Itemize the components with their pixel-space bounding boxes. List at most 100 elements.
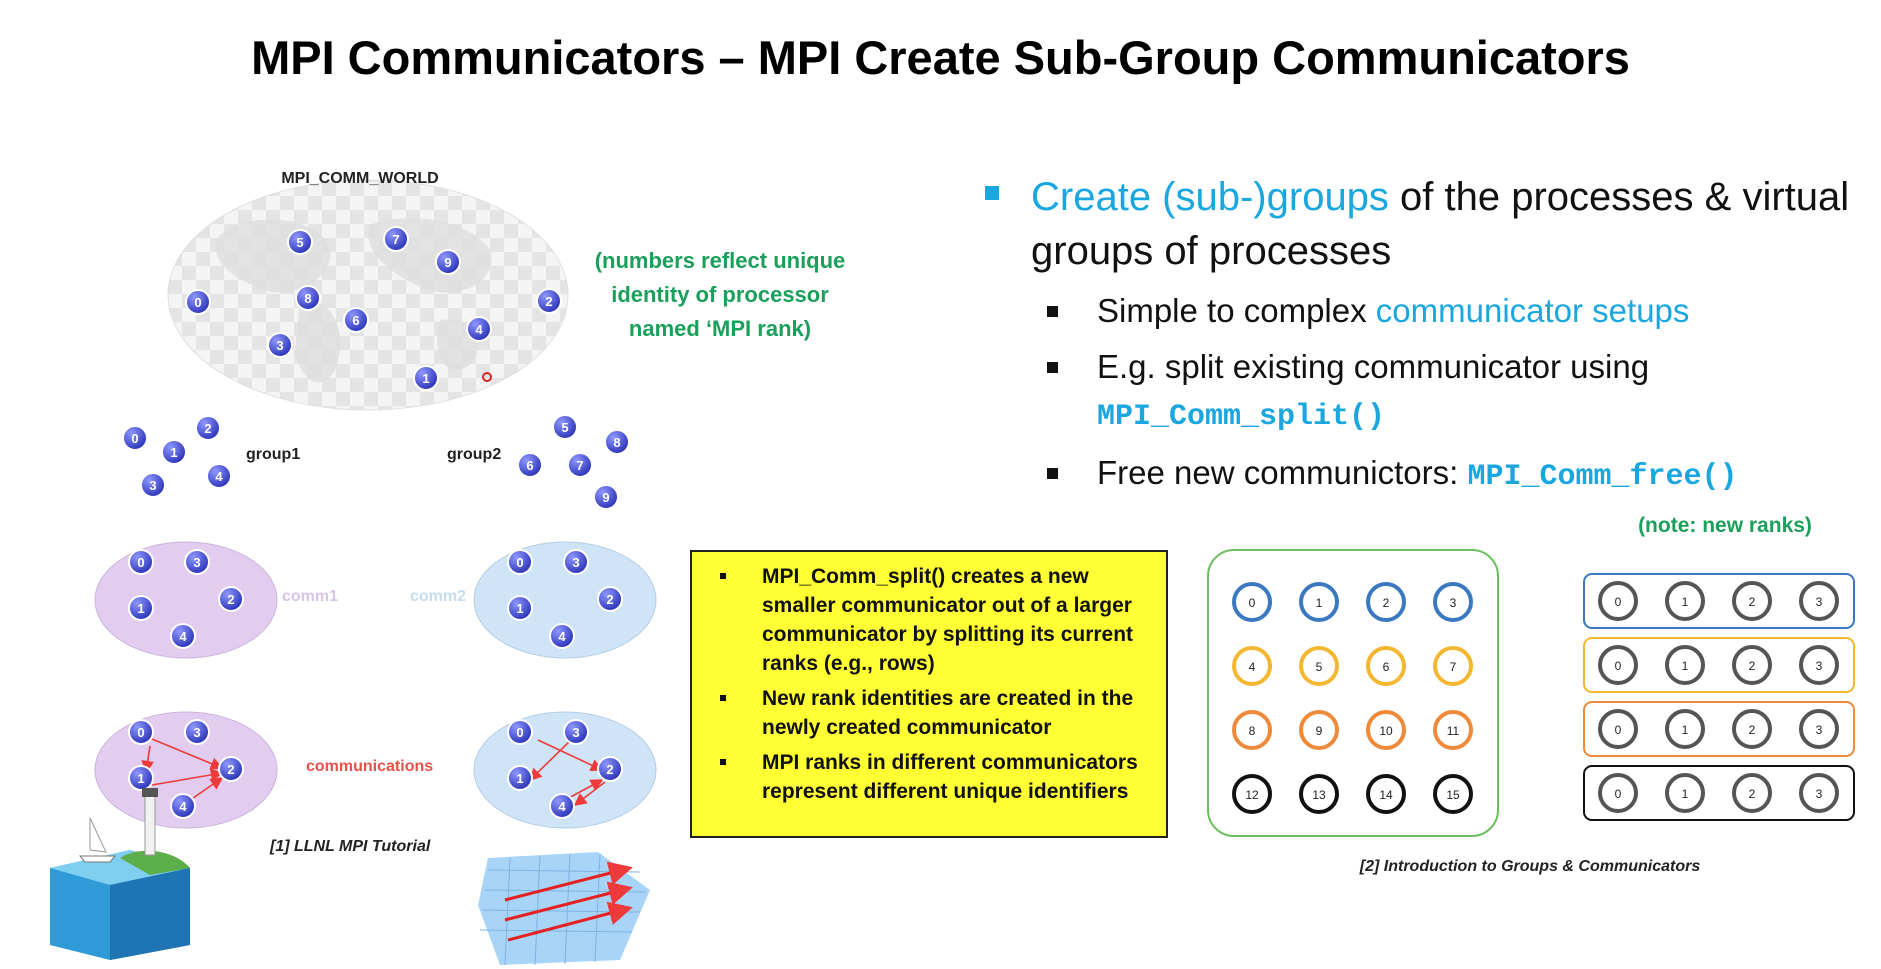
bullet-list: Create (sub-)groups of the processes & v…	[985, 170, 1865, 500]
grid-node: 1	[1299, 582, 1339, 622]
new-rank-node: 2	[1732, 773, 1772, 813]
group1-node: 4	[206, 463, 232, 489]
new-rank-row-box	[1583, 637, 1855, 693]
grid-node-label: 6	[1383, 660, 1390, 674]
comm2-label: comm2	[410, 588, 467, 605]
grid-node: 2	[1366, 582, 1406, 622]
main-bullet-text: of the processes & virtual groups of pro…	[1031, 175, 1850, 273]
world-continents	[216, 218, 492, 383]
red-dot-marker	[482, 372, 492, 382]
world-node: 4	[466, 316, 492, 342]
new-rank-node: 2	[1732, 645, 1772, 685]
citation-groups: [2] Introduction to Groups & Communicato…	[1359, 858, 1701, 875]
citation-llnl: [1] LLNL MPI Tutorial	[270, 838, 431, 855]
world-node-label: 6	[352, 313, 359, 328]
world-node: 1	[413, 365, 439, 391]
world-node: 3	[267, 332, 293, 358]
group1-nodes: 0 2 1 3 4	[122, 415, 232, 498]
comm2-comm-node: 0	[507, 719, 533, 745]
new-rank-rows: 0 1 2 3 0 1 2 3 0 1 2 3 0 1 2 3	[1583, 573, 1855, 821]
comm2-node: 1	[507, 595, 533, 621]
comm2-node-label: 4	[558, 629, 566, 644]
grid-node: 11	[1433, 710, 1473, 750]
grid-node: 7	[1433, 646, 1473, 686]
comm1-comm-node: 1	[128, 765, 154, 791]
comm2-comm-node: 4	[549, 793, 575, 819]
grid-node-label: 2	[1383, 596, 1390, 610]
world-node-label: 0	[194, 295, 201, 310]
new-rank-node-label: 1	[1682, 787, 1689, 801]
grid-node-label: 4	[1249, 660, 1256, 674]
group1-node-label: 4	[215, 469, 223, 484]
group1-node-label: 3	[149, 478, 156, 493]
new-rank-row-box	[1583, 701, 1855, 757]
note-item-3: MPI ranks in different communicators rep…	[706, 748, 1150, 806]
grid-node: 15	[1433, 774, 1473, 814]
world-node: 7	[383, 226, 409, 252]
comm1-comm-node: 0	[128, 719, 154, 745]
grid-node: 6	[1366, 646, 1406, 686]
new-ranks-note: (note: new ranks)	[1638, 514, 1812, 537]
comm1-comm-node-label: 0	[137, 725, 144, 740]
new-rank-node-label: 0	[1615, 659, 1622, 673]
new-rank-node: 1	[1665, 773, 1705, 813]
communications-label: communications	[306, 758, 434, 775]
world-nodes: 5 7 9 0 8 6 2 3 4 1	[185, 226, 562, 391]
comm1-node-label: 3	[193, 555, 200, 570]
split-grid-box	[1207, 549, 1499, 837]
grid-node-label: 1	[1316, 596, 1323, 610]
new-rank-node: 0	[1598, 773, 1638, 813]
comm1-node: 3	[184, 549, 210, 575]
note-box: MPI_Comm_split() creates a new smaller c…	[690, 550, 1168, 838]
world-node-label: 1	[422, 371, 429, 386]
grid-node: 14	[1366, 774, 1406, 814]
comm2-node-label: 2	[606, 592, 613, 607]
sub-bullet-1-text: Simple to complex	[1097, 292, 1376, 329]
new-rank-node-label: 3	[1816, 787, 1823, 801]
world-node: 9	[435, 249, 461, 275]
comm2-comm-node-label: 3	[572, 725, 579, 740]
grid-node: 5	[1299, 646, 1339, 686]
lighthouse-island-image	[50, 788, 190, 960]
comm1-comm-node: 4	[170, 793, 196, 819]
grid-node-label: 9	[1316, 724, 1323, 738]
grid-node-label: 15	[1446, 788, 1460, 802]
comm1-comm-node-label: 3	[193, 725, 200, 740]
grid-node-label: 12	[1245, 788, 1259, 802]
bullet-square-icon	[720, 759, 726, 765]
comm1-comm-node-label: 4	[179, 799, 187, 814]
comm1-label: comm1	[282, 588, 339, 605]
group2-label: group2	[447, 446, 502, 463]
group2-node: 5	[552, 414, 578, 440]
world-node-label: 2	[545, 294, 552, 309]
sub-bullet-3-text: Free new communictors:	[1097, 454, 1468, 491]
grid-node: 0	[1232, 582, 1272, 622]
grid-node-label: 11	[1447, 724, 1460, 738]
comm2-arrows	[528, 737, 606, 806]
comm1-node-label: 0	[137, 555, 144, 570]
group2-node-label: 7	[576, 458, 583, 473]
sub-bullet-3-code: MPI_Comm_free()	[1467, 460, 1738, 494]
sub-bullet-2-code: MPI_Comm_split()	[1097, 400, 1386, 434]
world-node-label: 8	[304, 291, 311, 306]
world-node-label: 5	[296, 235, 303, 250]
new-rank-node-label: 2	[1749, 659, 1756, 673]
grid-node-label: 13	[1312, 788, 1326, 802]
new-rank-row-box	[1583, 573, 1855, 629]
grid-node-label: 10	[1379, 724, 1393, 738]
new-rank-node: 2	[1732, 581, 1772, 621]
new-rank-node: 3	[1799, 709, 1839, 749]
group1-node: 3	[140, 472, 166, 498]
comm2-node-label: 0	[516, 555, 523, 570]
world-node: 6	[343, 307, 369, 333]
bullet-square-icon	[720, 695, 726, 701]
new-rank-node-label: 3	[1816, 595, 1823, 609]
new-rank-node-label: 1	[1682, 723, 1689, 737]
cube-grid-image	[478, 852, 650, 966]
world-node: 0	[185, 289, 211, 315]
note-item-1: MPI_Comm_split() creates a new smaller c…	[706, 562, 1150, 678]
new-rank-node: 3	[1799, 773, 1839, 813]
group1-node-label: 2	[204, 421, 211, 436]
